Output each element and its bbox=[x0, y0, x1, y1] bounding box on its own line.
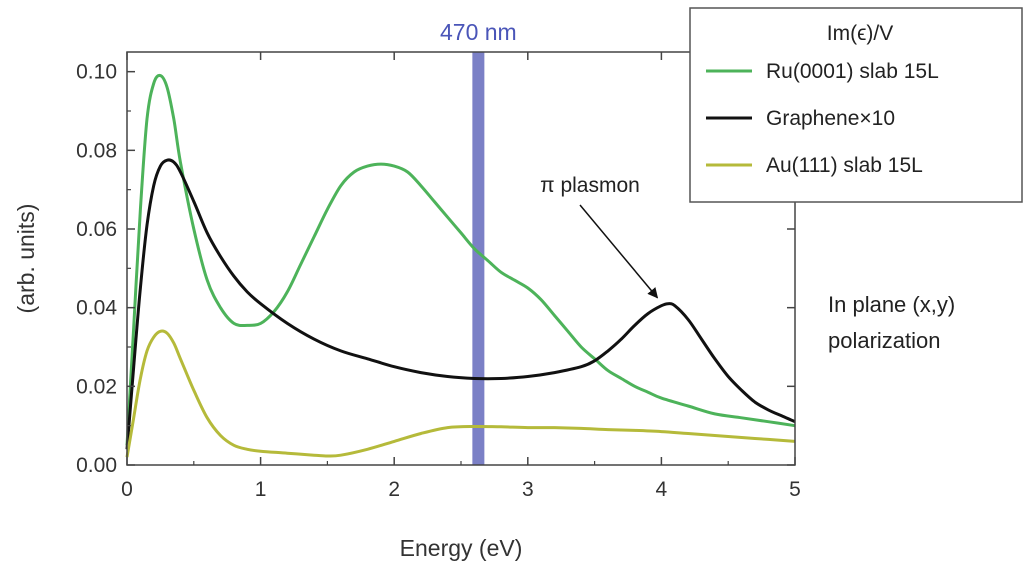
series-line-1 bbox=[125, 158, 796, 450]
x-axis-title: Energy (eV) bbox=[400, 535, 523, 561]
plasmon-annotation-label: π plasmon bbox=[540, 174, 640, 197]
y-tick-label: 0.02 bbox=[76, 375, 117, 398]
x-tick-label: 4 bbox=[656, 478, 668, 501]
legend-label-2: Au(111) slab 15L bbox=[766, 154, 923, 177]
legend-label-0: Ru(0001) slab 15L bbox=[766, 60, 939, 83]
x-tick-label: 2 bbox=[388, 478, 400, 501]
polarization-text-line-2: polarization bbox=[828, 328, 941, 353]
y-tick-label: 0.06 bbox=[76, 218, 117, 241]
legend: Im(ϵ)/V Ru(0001) slab 15L Graphene×10 Au(11… bbox=[689, 7, 1023, 203]
x-tick-label: 5 bbox=[789, 478, 801, 501]
series-layer bbox=[125, 73, 796, 458]
marker-layer: 470 nm bbox=[440, 19, 517, 465]
legend-label-1: Graphene×10 bbox=[766, 107, 895, 130]
series-line-0 bbox=[125, 73, 796, 446]
legend-box bbox=[689, 7, 1023, 203]
y-tick-label: 0.08 bbox=[76, 139, 117, 162]
wavelength-marker-band bbox=[472, 52, 485, 465]
y-tick-label: 0.10 bbox=[76, 61, 117, 84]
y-axis-title: (arb. units) bbox=[13, 204, 39, 314]
annotation-layer: π plasmon In plane (x,y) polarization bbox=[540, 174, 955, 353]
series-line-2 bbox=[125, 329, 796, 458]
legend-title: Im(ϵ)/V bbox=[827, 22, 893, 45]
x-tick-label: 0 bbox=[121, 478, 133, 501]
plasmon-arrow bbox=[579, 204, 659, 299]
wavelength-marker-label: 470 nm bbox=[440, 19, 517, 45]
polarization-text-line-1: In plane (x,y) bbox=[828, 292, 955, 317]
y-tick-label: 0.00 bbox=[76, 454, 117, 477]
y-tick-label: 0.04 bbox=[76, 297, 117, 320]
axes-layer: 0 1 2 3 4 5 0.00 0.02 0.04 0.06 0.08 0.10 Energy (eV… bbox=[13, 51, 801, 561]
x-tick-label: 1 bbox=[255, 478, 267, 501]
x-tick-label: 3 bbox=[522, 478, 534, 501]
